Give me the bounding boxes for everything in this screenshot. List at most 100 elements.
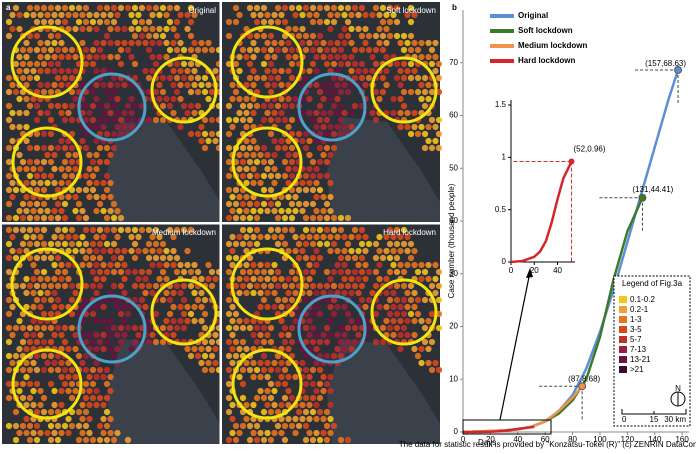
map-cell [65,429,72,437]
map-cell [110,4,118,12]
map-cell [225,214,233,222]
map-cell [47,352,55,360]
map-cell [341,345,348,353]
map-cell [96,144,104,152]
map-cell [243,415,250,423]
map-cell [61,172,69,180]
x-tick-label: 100 [593,435,607,444]
map-cell [365,240,373,248]
map-cell [54,254,62,262]
map-cell [274,366,282,374]
map-cell [288,74,296,82]
map-cell [285,387,292,395]
map-cell [393,268,401,276]
map-cell [421,324,429,332]
map-cell [281,240,289,248]
map-cell [16,53,23,61]
map-cell [229,207,236,215]
map-cell [194,352,202,360]
map-cell [390,261,397,269]
map-cell [330,352,338,360]
map-cell [225,436,233,444]
map-cell [163,289,170,297]
map-cell [100,415,107,423]
map-cell [145,240,153,248]
map-cell [351,254,359,262]
map-cell [334,67,341,75]
map-cell [257,233,264,241]
map-cell [96,254,104,262]
map-cell [302,144,310,152]
map-cell [295,200,303,208]
map-cell [201,88,209,96]
map-cell [306,11,313,19]
map-cell [327,123,334,131]
map-cell [264,165,271,173]
map-cell [72,331,79,339]
map-cell [159,88,167,96]
map-cell [65,11,72,19]
map-cell [348,233,355,241]
map-cell [121,275,128,283]
map-cell [344,436,352,444]
map-cell [393,74,401,82]
map-cell [170,39,177,47]
map-cell [72,247,79,255]
map-cell [334,53,341,61]
map-cell [246,102,254,110]
map-cell [194,102,202,110]
map-cell [225,240,233,248]
map-cell [407,18,415,26]
map-cell [309,32,317,40]
map-cell [250,317,257,325]
map-cell [159,4,167,12]
map-cell [86,53,93,61]
map-cell [47,116,55,124]
map-cell [358,60,366,68]
map-cell [253,338,261,346]
zoom-box [462,419,552,435]
map-cell [229,81,236,89]
map-cell [37,387,44,395]
map-cell [156,53,163,61]
map-cell [16,67,23,75]
map-cell [26,4,34,12]
map-cell [93,373,100,381]
x-tick-label: 40 [553,266,562,275]
map-cell [124,436,132,444]
map-cell [61,144,69,152]
map-cell [205,81,212,89]
map-cell [163,11,170,19]
map-cell [51,165,58,173]
map-cell [201,310,209,318]
map-cell [372,46,380,54]
map-cell [344,282,352,290]
map-cell [292,53,299,61]
map-cell [407,4,415,12]
map-cell [225,130,233,138]
map-cell [100,39,107,47]
map-cell [362,11,369,19]
map-cell [323,436,331,444]
panel-title: Original [188,6,216,15]
map-cell [435,268,443,276]
map-cell [100,261,107,269]
map-cell [79,233,86,241]
map-cell [274,380,282,388]
map-cell [407,130,415,138]
map-cell [58,179,65,187]
map-cell [110,144,118,152]
map-cell [79,303,86,311]
map-cell [103,422,111,430]
x-tick-label: 0 [509,266,514,275]
map-cell [327,429,334,437]
x-tick-label: 40 [513,435,522,444]
map-cell [208,46,216,54]
map-cell [68,144,76,152]
map-cell [292,247,299,255]
map-cell [400,310,408,318]
y-tick-label: 50 [449,163,458,172]
map-cell [411,39,418,47]
map-cell [68,102,76,110]
map-cell [369,11,376,19]
